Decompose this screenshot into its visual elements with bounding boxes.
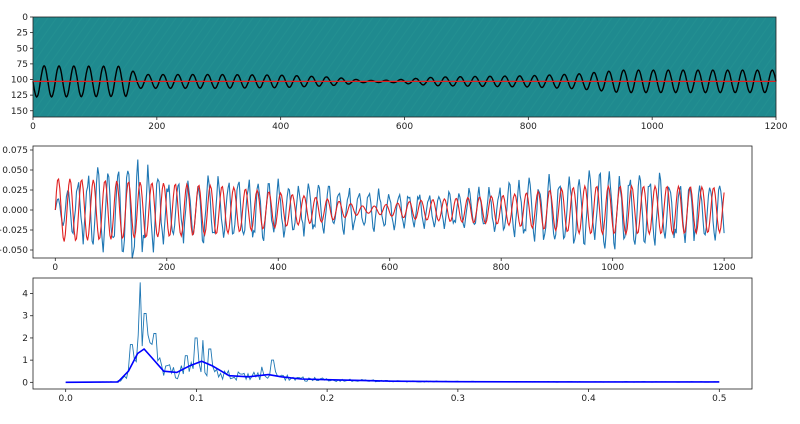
y-tick-label: 0.025 — [2, 186, 28, 196]
y-tick-label: 25 — [17, 29, 28, 39]
smoothed-spectrum-line — [65, 348, 720, 384]
x-tick-label: 600 — [381, 263, 398, 273]
x-tick-label: 1000 — [641, 122, 664, 132]
y-tick-label: 150 — [11, 107, 28, 117]
x-tick-label: 800 — [493, 263, 510, 273]
x-tick-label: 0.3 — [451, 394, 465, 404]
x-tick-label: 1200 — [713, 263, 736, 273]
x-tick-label: 800 — [520, 122, 537, 132]
y-tick-label: 2 — [22, 334, 28, 344]
x-tick-label: 0.1 — [189, 394, 203, 404]
y-tick-label: −0.050 — [0, 246, 28, 256]
heatmap-panel: 0 200 400 600 800 1000 1200 0 25 50 75 100 125 150 — [11, 13, 788, 132]
y-tick-label: 3 — [22, 312, 28, 322]
y-tick-label: 0.050 — [2, 166, 28, 176]
x-tick-label: 200 — [148, 122, 165, 132]
plot-background — [33, 278, 752, 389]
x-tick-label: 0 — [30, 122, 36, 132]
heatmap-texture — [33, 17, 776, 117]
axes-frame — [32, 145, 753, 259]
x-tick-label: 600 — [396, 122, 413, 132]
x-tick-label: 400 — [272, 122, 289, 132]
x-tick-label: 400 — [270, 263, 287, 273]
time-series-panel: 0 200 400 600 800 1000 1200 −0.050 −0.025 0.000 0.… — [0, 145, 753, 273]
axes-frame — [32, 277, 753, 390]
x-tick-label: 1200 — [765, 122, 788, 132]
x-tick-label: 0 — [52, 263, 58, 273]
x-tick-label: 0.2 — [320, 394, 334, 404]
blue-series-line — [54, 159, 725, 259]
y-tick-label: 0 — [22, 13, 28, 23]
y-tick-label: 125 — [11, 91, 28, 101]
y-tick-label: 4 — [22, 290, 28, 300]
y-tick-label: 0.000 — [2, 206, 28, 216]
y-tick-label: 100 — [11, 76, 28, 86]
spectrum-panel: 0.0 0.1 0.2 0.3 0.4 0.5 0 1 2 3 4 — [22, 277, 753, 404]
y-tick-label: −0.025 — [0, 226, 28, 236]
x-tick-label: 1000 — [601, 263, 624, 273]
x-tick-label: 0.5 — [712, 394, 726, 404]
y-tick-label: 75 — [17, 60, 28, 70]
y-tick-label: 50 — [17, 44, 29, 54]
x-tick-label: 0.0 — [59, 394, 74, 404]
y-tick-label: 1 — [22, 356, 28, 366]
x-tick-label: 200 — [158, 263, 175, 273]
x-tick-label: 0.4 — [581, 394, 596, 404]
y-tick-label: 0 — [22, 378, 28, 388]
red-series-line — [54, 177, 725, 242]
y-tick-label: 0.075 — [2, 146, 28, 156]
